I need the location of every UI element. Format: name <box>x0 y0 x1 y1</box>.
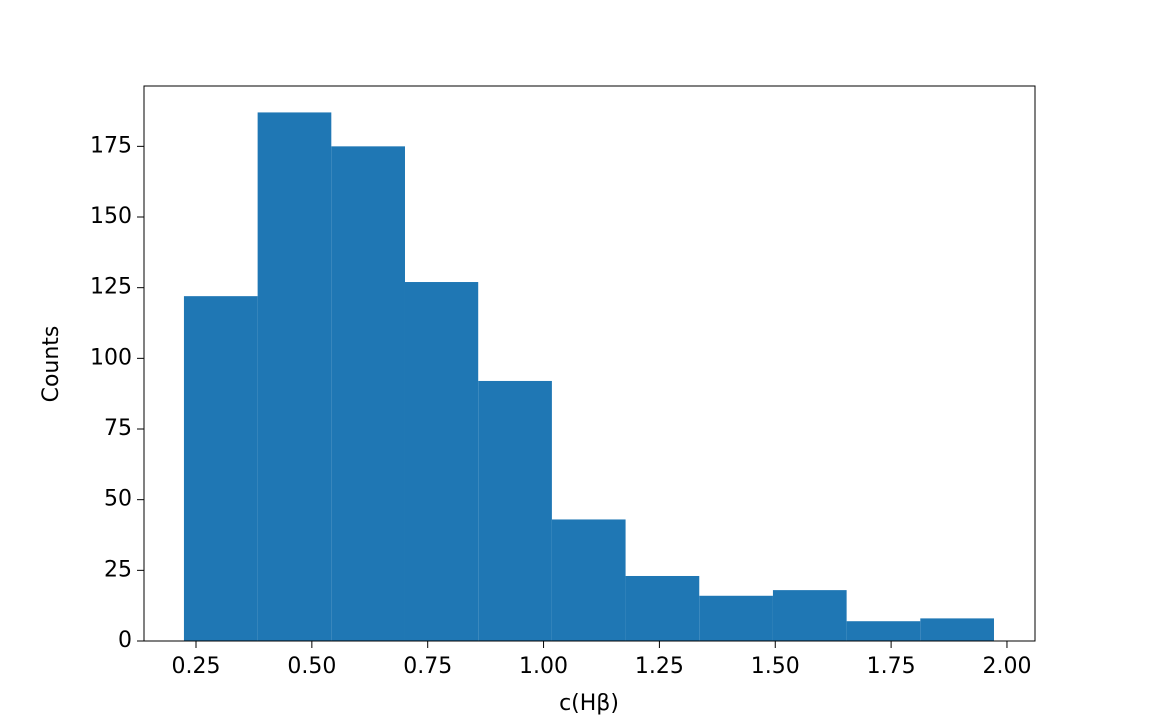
bar <box>183 296 258 641</box>
x-tick-label: 0.75 <box>403 654 452 679</box>
bar <box>772 590 847 641</box>
bar <box>846 621 921 641</box>
y-tick-label: 125 <box>90 275 132 300</box>
y-tick-label: 25 <box>104 557 132 582</box>
x-tick-label: 1.75 <box>867 654 916 679</box>
bar <box>331 146 405 641</box>
y-tick-label: 150 <box>90 204 132 229</box>
bar <box>551 519 626 641</box>
bar <box>478 380 552 641</box>
plot-frame <box>143 85 1036 642</box>
y-axis-label: Counts <box>39 326 64 403</box>
x-tick-label: 2.00 <box>982 654 1031 679</box>
x-tick-label: 1.50 <box>751 654 800 679</box>
y-tick-label: 0 <box>118 628 132 653</box>
x-tick-label: 0.50 <box>287 654 336 679</box>
y-tick-label: 100 <box>90 345 132 370</box>
x-tick-label: 1.00 <box>519 654 568 679</box>
bar <box>920 618 994 641</box>
bar <box>404 282 479 641</box>
x-tick-label: 0.25 <box>172 654 221 679</box>
x-axis-label: c(Hβ) <box>559 691 619 716</box>
y-tick-label: 75 <box>104 416 132 441</box>
x-tick-label: 1.25 <box>635 654 684 679</box>
bar <box>257 112 332 641</box>
bar <box>699 595 773 641</box>
bar <box>625 575 700 641</box>
y-tick-label: 50 <box>104 487 132 512</box>
y-tick-label: 175 <box>90 133 132 158</box>
